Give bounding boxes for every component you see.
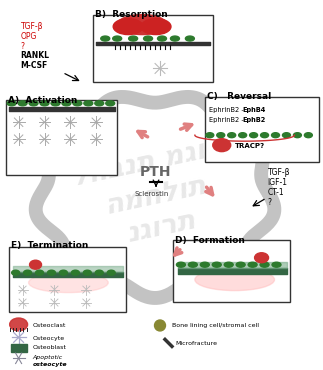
Ellipse shape — [83, 270, 91, 275]
Text: A)  Activation: A) Activation — [8, 96, 77, 105]
Text: EphB2: EphB2 — [243, 117, 266, 123]
Ellipse shape — [113, 36, 122, 41]
Ellipse shape — [261, 133, 268, 138]
Ellipse shape — [206, 133, 214, 138]
Ellipse shape — [236, 262, 245, 267]
Ellipse shape — [158, 36, 166, 41]
Text: Microfracture: Microfracture — [175, 341, 217, 346]
FancyBboxPatch shape — [9, 247, 126, 312]
Text: RANKL: RANKL — [21, 51, 50, 60]
Bar — [11, 344, 26, 352]
Ellipse shape — [30, 260, 42, 269]
Ellipse shape — [239, 133, 247, 138]
Text: OPG: OPG — [21, 31, 37, 41]
Ellipse shape — [51, 101, 60, 106]
Text: EphrinB2 -: EphrinB2 - — [209, 117, 246, 123]
FancyBboxPatch shape — [173, 240, 290, 302]
Text: M-CSF: M-CSF — [21, 61, 48, 70]
Ellipse shape — [248, 262, 257, 267]
Ellipse shape — [117, 15, 167, 34]
Text: ?: ? — [21, 41, 25, 51]
FancyBboxPatch shape — [205, 97, 319, 162]
Ellipse shape — [101, 36, 110, 41]
Text: Apoptotic: Apoptotic — [33, 355, 63, 360]
Ellipse shape — [304, 133, 312, 138]
Text: ?: ? — [267, 198, 272, 207]
FancyBboxPatch shape — [93, 15, 213, 83]
Text: D)  Formation: D) Formation — [175, 236, 245, 245]
Text: TRACP?: TRACP? — [234, 143, 265, 149]
Ellipse shape — [29, 101, 38, 106]
Text: C)   Reversal: C) Reversal — [207, 92, 271, 101]
Ellipse shape — [250, 133, 257, 138]
Ellipse shape — [255, 253, 268, 263]
Ellipse shape — [228, 133, 236, 138]
Ellipse shape — [73, 101, 82, 106]
Ellipse shape — [283, 133, 290, 138]
Text: Osteoblast: Osteoblast — [33, 345, 67, 350]
Ellipse shape — [213, 139, 231, 152]
Ellipse shape — [200, 262, 209, 267]
Ellipse shape — [24, 270, 32, 275]
Ellipse shape — [185, 36, 194, 41]
Text: Bone lining cell/stromal cell: Bone lining cell/stromal cell — [172, 323, 259, 328]
Ellipse shape — [106, 101, 115, 106]
Text: Osteoclast: Osteoclast — [33, 323, 66, 328]
Ellipse shape — [107, 270, 115, 275]
Ellipse shape — [195, 269, 275, 290]
Text: להבנת מגוון
המחלות
נגורת: להבנת מגוון המחלות נגורת — [69, 134, 241, 256]
Ellipse shape — [10, 318, 27, 331]
Ellipse shape — [59, 270, 68, 275]
Ellipse shape — [144, 36, 152, 41]
Text: EphB4: EphB4 — [243, 107, 266, 113]
Text: EphrinB2 -: EphrinB2 - — [209, 107, 246, 113]
Text: Osteocyte: Osteocyte — [33, 336, 65, 341]
Text: osteocyte: osteocyte — [33, 362, 67, 367]
Ellipse shape — [113, 18, 143, 34]
Ellipse shape — [47, 270, 56, 275]
Ellipse shape — [293, 133, 301, 138]
Ellipse shape — [18, 101, 27, 106]
Ellipse shape — [12, 270, 20, 275]
Text: Sclerostin: Sclerostin — [135, 191, 169, 197]
Ellipse shape — [176, 262, 185, 267]
Ellipse shape — [95, 101, 104, 106]
Ellipse shape — [217, 133, 225, 138]
Ellipse shape — [40, 101, 49, 106]
Ellipse shape — [272, 262, 281, 267]
Text: TGF-β: TGF-β — [21, 21, 43, 31]
Text: B)  Resorption: B) Resorption — [95, 10, 168, 18]
Ellipse shape — [84, 101, 93, 106]
Text: TGF-β: TGF-β — [267, 168, 290, 177]
Text: E)  Termination: E) Termination — [11, 241, 88, 250]
Ellipse shape — [154, 320, 165, 331]
Ellipse shape — [7, 101, 16, 106]
Text: CT-1: CT-1 — [267, 188, 284, 197]
Ellipse shape — [36, 270, 44, 275]
Ellipse shape — [260, 262, 269, 267]
FancyBboxPatch shape — [6, 100, 117, 175]
Ellipse shape — [171, 36, 179, 41]
Ellipse shape — [224, 262, 233, 267]
Ellipse shape — [141, 18, 171, 34]
Ellipse shape — [212, 262, 221, 267]
Ellipse shape — [95, 270, 103, 275]
Ellipse shape — [188, 262, 197, 267]
Text: IGF-1: IGF-1 — [267, 178, 287, 187]
Ellipse shape — [71, 270, 79, 275]
Ellipse shape — [272, 133, 279, 138]
Text: PTH: PTH — [139, 165, 171, 179]
Ellipse shape — [129, 36, 138, 41]
Ellipse shape — [28, 273, 108, 293]
Ellipse shape — [62, 101, 71, 106]
